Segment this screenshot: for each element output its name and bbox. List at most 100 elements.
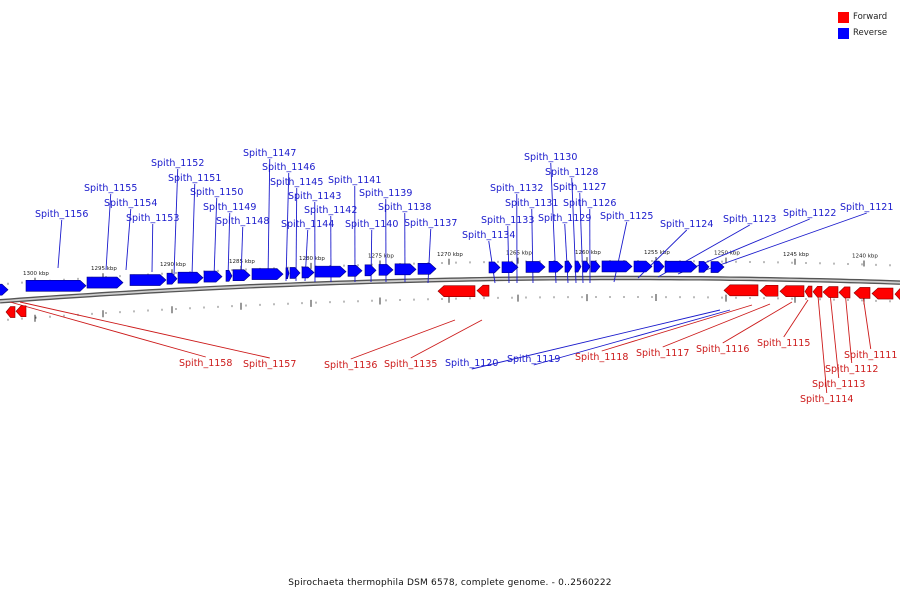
forward-gene-arrow xyxy=(759,284,779,297)
forward-leader-line xyxy=(844,290,853,364)
forward-gene-arrow xyxy=(779,285,805,297)
forward-leader-line xyxy=(601,304,753,352)
reverse-gene-label: Spith_1133 xyxy=(481,215,534,226)
scale-label: 1265 kbp xyxy=(506,251,532,257)
reverse-leader-line xyxy=(105,193,112,271)
forward-gene-arrow xyxy=(822,286,839,298)
reverse-gene-arrow xyxy=(710,261,725,273)
reverse-gene-arrow xyxy=(314,265,347,278)
legend: Forward Reverse xyxy=(838,9,898,41)
reverse-gene-label: Spith_1121 xyxy=(840,202,893,213)
reverse-leader-line xyxy=(267,158,271,280)
reverse-gene-arrow xyxy=(582,260,591,273)
reverse-gene-arrow xyxy=(177,271,204,284)
reverse-gene-label: Spith_1137 xyxy=(404,218,457,229)
reverse-gene-label: Spith_1131 xyxy=(505,198,558,209)
forward-leader-line xyxy=(722,301,793,344)
forward-gene-arrow xyxy=(723,284,759,297)
legend-label-reverse: Reverse xyxy=(853,28,888,38)
reverse-gene-label: Spith_1139 xyxy=(359,188,412,199)
forward-gene-label: Spith_1118 xyxy=(575,352,628,363)
scale-label: 1275 kbp xyxy=(368,254,394,260)
reverse-leader-line xyxy=(579,192,584,284)
reverse-gene-label: Spith_1145 xyxy=(270,177,323,188)
forward-leader-line xyxy=(829,292,840,379)
scale-label: 1270 kbp xyxy=(437,252,463,258)
reverse-gene-arrow xyxy=(232,269,251,282)
reverse-gene-label: Spith_1149 xyxy=(203,202,256,213)
reverse-gene-arrow xyxy=(564,260,573,273)
backbone-inner xyxy=(0,277,900,303)
reverse-leader-line xyxy=(213,197,218,278)
reverse-gene-arrow xyxy=(698,261,710,273)
forward-leader-line xyxy=(783,299,809,338)
reverse-gene-arrow xyxy=(574,260,582,273)
reverse-gene-label: Spith_1146 xyxy=(262,162,315,173)
scale-ticks: 1300 kbp 1295 kbp 1290 kbp 1285 kbp 1280 kbp… xyxy=(7,250,891,322)
forward-gene-label: Spith_1115 xyxy=(757,338,810,349)
label-leader-lines xyxy=(9,158,872,394)
reverse-gene-label: Spith_1150 xyxy=(190,187,243,198)
gene-arrows xyxy=(0,260,900,318)
forward-swatch xyxy=(838,11,849,23)
reverse-gene-arrow xyxy=(590,260,601,273)
reverse-gene-label: Spith_1154 xyxy=(104,198,157,209)
reverse-leader-line xyxy=(699,212,867,273)
forward-leader-line xyxy=(410,319,483,359)
reverse-gene-arrow xyxy=(225,270,233,282)
scale-label: 1260 kbp xyxy=(575,250,601,256)
reverse-gene-label: Spith_1147 xyxy=(243,148,296,159)
reverse-gene-label: Spith_1155 xyxy=(84,183,137,194)
forward-gene-arrow xyxy=(476,284,490,297)
forward-gene-arrow xyxy=(5,306,16,318)
reverse-gene-label: Spith_1120 xyxy=(445,358,498,369)
reverse-gene-arrow xyxy=(347,265,363,277)
forward-gene-label: Spith_1117 xyxy=(636,348,689,359)
forward-gene-arrow xyxy=(871,287,894,300)
legend-item-forward: Forward xyxy=(838,9,898,25)
forward-leader-line xyxy=(19,301,270,359)
forward-gene-arrow xyxy=(853,287,871,299)
forward-leader-line xyxy=(662,303,771,348)
reverse-gene-arrow xyxy=(653,260,665,273)
forward-gene-arrow xyxy=(804,285,813,298)
forward-gene-arrow xyxy=(437,285,476,297)
forward-gene-arrow xyxy=(15,305,27,318)
reverse-leader-line xyxy=(151,223,154,273)
forward-gene-label: Spith_1113 xyxy=(812,379,865,390)
reverse-leader-line xyxy=(295,187,298,282)
reverse-gene-arrow xyxy=(601,260,633,273)
reverse-gene-label: Spith_1130 xyxy=(524,152,577,163)
reverse-gene-label: Spith_1140 xyxy=(345,219,398,230)
scale-label: 1285 kbp xyxy=(229,259,255,265)
reverse-gene-label: Spith_1152 xyxy=(151,158,204,169)
reverse-leader-line xyxy=(57,219,63,269)
reverse-gene-label: Spith_1138 xyxy=(378,202,431,213)
reverse-gene-label: Spith_1144 xyxy=(281,219,334,230)
reverse-gene-label: Spith_1124 xyxy=(660,219,713,230)
reverse-gene-arrow xyxy=(633,260,653,273)
scale-label: 1300 kbp xyxy=(23,271,49,277)
forward-gene-label: Spith_1116 xyxy=(696,344,749,355)
reverse-leader-line xyxy=(125,208,132,271)
reverse-gene-label: Spith_1134 xyxy=(462,230,515,241)
genome-backbone xyxy=(0,275,900,304)
reverse-gene-label: Spith_1125 xyxy=(600,211,653,222)
reverse-gene-label: Spith_1132 xyxy=(490,183,543,194)
forward-gene-label: Spith_1135 xyxy=(384,359,437,370)
gene-labels: Spith_1156 Spith_1155 Spith_1154 Spith_1153… xyxy=(35,148,897,405)
reverse-gene-label: Spith_1153 xyxy=(126,213,179,224)
reverse-gene-arrow xyxy=(548,260,564,273)
reverse-gene-label: Spith_1148 xyxy=(216,216,269,227)
reverse-gene-label: Spith_1128 xyxy=(545,167,598,178)
reverse-leader-line xyxy=(533,309,731,366)
legend-item-reverse: Reverse xyxy=(838,25,898,41)
reverse-leader-line xyxy=(507,225,510,284)
reverse-gene-arrow xyxy=(0,283,9,296)
scale-label: 1290 kbp xyxy=(160,262,186,268)
forward-gene-label: Spith_1112 xyxy=(825,364,878,375)
reverse-gene-label: Spith_1156 xyxy=(35,209,88,220)
forward-gene-arrow xyxy=(894,288,900,300)
reverse-gene-arrow xyxy=(285,267,290,280)
reverse-gene-label: Spith_1123 xyxy=(723,214,776,225)
